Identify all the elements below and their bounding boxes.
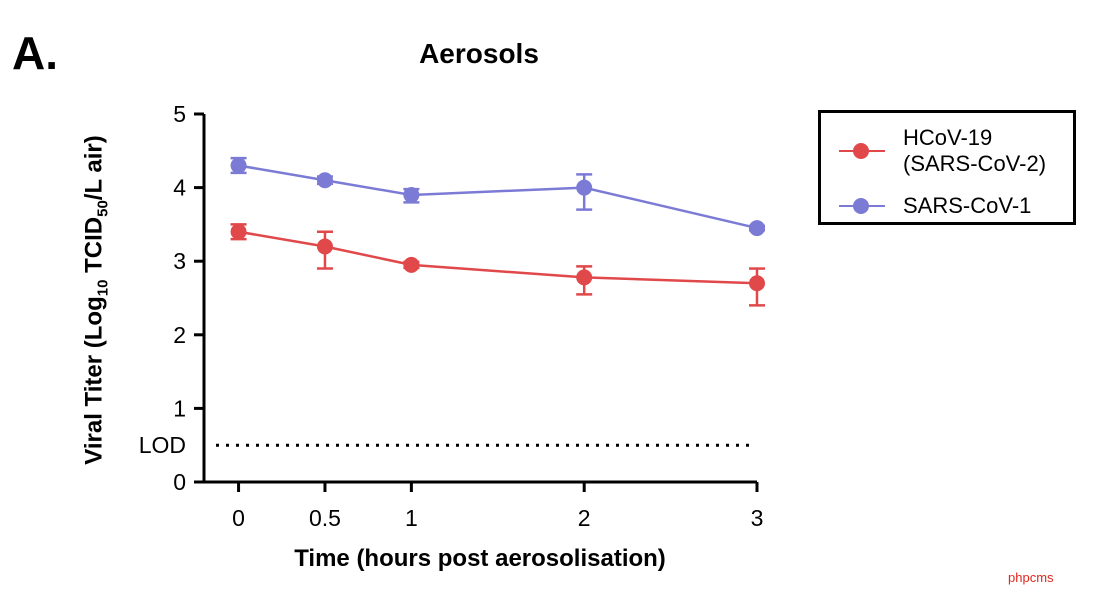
data-point <box>576 179 593 196</box>
y-tick-label: 1 <box>173 395 186 421</box>
lod-label: LOD <box>139 432 186 458</box>
legend-swatch-red <box>839 143 885 159</box>
panel-label: A. <box>12 27 58 79</box>
legend-label-sars-cov-2: HCoV-19 (SARS-CoV-2) <box>903 125 1047 176</box>
y-tick-label: 4 <box>173 175 186 201</box>
data-point <box>403 186 420 203</box>
x-tick-label: 1 <box>405 505 418 531</box>
legend-item-sars-cov-1: SARS-CoV-1 <box>839 193 1031 219</box>
data-point <box>576 269 593 286</box>
legend: HCoV-19 (SARS-CoV-2) SARS-CoV-1 <box>818 110 1076 225</box>
data-point <box>749 220 765 237</box>
x-tick-label: 3 <box>751 505 764 531</box>
data-point <box>403 256 420 273</box>
series-line-0 <box>238 230 758 285</box>
x-tick-label: 0.5 <box>309 505 341 531</box>
data-point <box>230 223 247 240</box>
legend-swatch-purple <box>839 198 885 214</box>
data-point <box>316 238 333 255</box>
x-axis-label: Time (hours post aerosolisation) <box>294 545 666 572</box>
chart-title: Aerosols <box>419 38 539 69</box>
data-point <box>230 157 247 174</box>
legend-item-sars-cov-2: HCoV-19 (SARS-CoV-2) <box>839 125 1046 177</box>
y-tick-label: 0 <box>173 469 186 495</box>
data-point <box>749 275 765 292</box>
y-tick-label: 3 <box>173 248 186 274</box>
x-tick-label: 0 <box>232 505 245 531</box>
watermark: phpcms <box>1008 570 1054 585</box>
y-tick-label: 2 <box>173 322 186 348</box>
y-tick-label: 5 <box>173 101 186 127</box>
x-tick-label: 2 <box>578 505 591 531</box>
series-line-1 <box>238 164 758 230</box>
data-point <box>316 172 333 189</box>
legend-label-sars-cov-1: SARS-CoV-1 <box>903 193 1032 218</box>
